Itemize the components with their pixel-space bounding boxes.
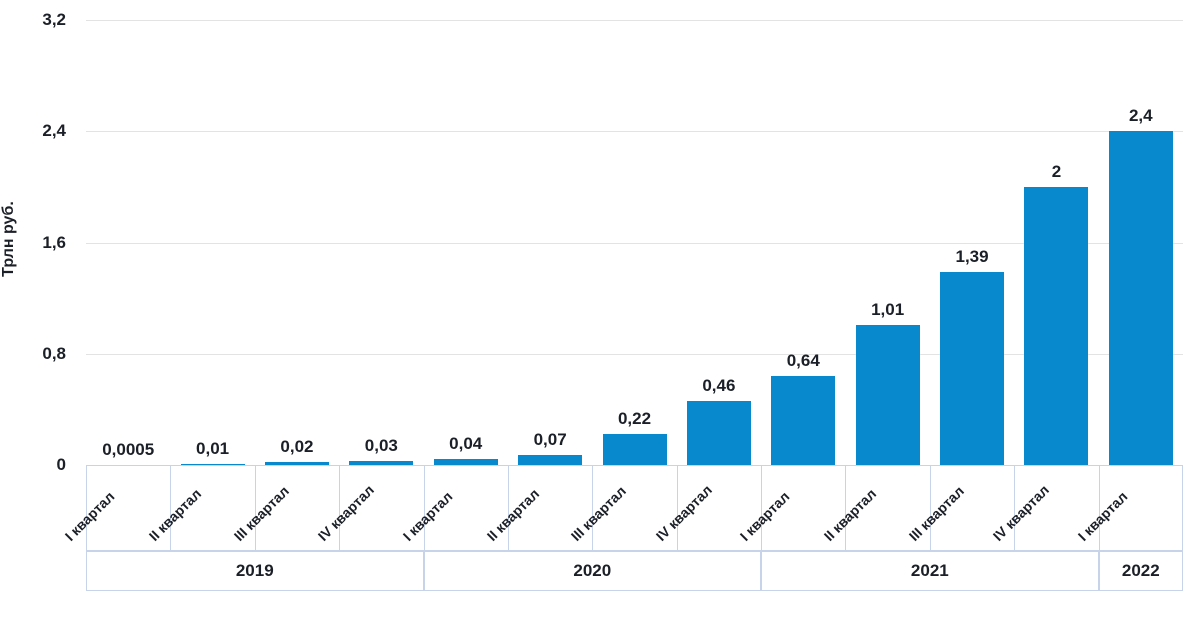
quarter-cell: II квартал [146,466,256,550]
quarter-cell: I квартал [62,466,172,550]
bar [686,401,751,465]
quarter-cell: III квартал [230,466,341,550]
quarter-cell: II квартал [484,466,594,550]
bar [1024,187,1089,465]
bar-value-label: 0,02 [280,437,314,456]
x-axis-year-row: 2019 2020 2021 2022 [86,551,1183,591]
bar-value-label: 0,46 [702,376,736,395]
bar-value-label: 1,39 [955,247,989,266]
bar [264,462,329,465]
y-tick-label: 1,6 [42,232,66,252]
year-label: 2019 [86,551,424,591]
quarter-cell: II квартал [821,466,931,550]
gridline [86,20,1183,21]
quarter-cell: I квартал [1074,466,1184,550]
y-tick-label: 2,4 [42,121,66,141]
bar [771,376,836,465]
bar-value-label: 0,04 [449,434,483,453]
year-label: 2020 [423,551,762,591]
gridline [86,242,1183,244]
year-label: 2021 [761,551,1099,591]
gridline [86,131,1183,133]
bar [940,272,1005,465]
gridline [86,353,1183,355]
quarter-cell: IV квартал [990,466,1100,550]
quarter-cell: III квартал [906,466,1016,550]
bar [1108,131,1173,465]
bar [855,325,920,465]
y-tick-label: 0 [56,455,66,474]
year-label: 2022 [1098,551,1183,591]
x-axis-quarter-row: I квартал II квартал III квартал IV квартал… [62,465,1184,551]
bar-value-label: 0,07 [533,430,567,449]
bar [602,434,667,465]
bar-value-label: 0,22 [617,409,652,428]
bar [349,461,414,465]
bar-value-label: 0,64 [786,351,820,370]
y-tick-label: 3,2 [42,10,66,29]
bar [518,455,583,465]
bar-value-label: 0,01 [196,439,230,458]
bar-value-label: 0,0005 [102,440,155,459]
bar-value-label: 1,01 [871,300,905,319]
bar [433,459,498,465]
quarter-cell: I квартал [399,466,509,550]
y-tick-label: 0,8 [42,343,66,363]
bar-value-label: 2,4 [1128,106,1153,125]
quarter-cell: IV квартал [652,466,763,550]
bar [180,464,245,465]
bar-value-label: 2 [1051,162,1062,181]
quarter-label: I квартал [61,488,118,544]
quarter-cell: IV квартал [315,466,425,550]
bar-value-label: 0,03 [364,436,398,455]
quarter-cell: III квартал [568,466,678,550]
quarter-cell: I квартал [737,466,847,550]
